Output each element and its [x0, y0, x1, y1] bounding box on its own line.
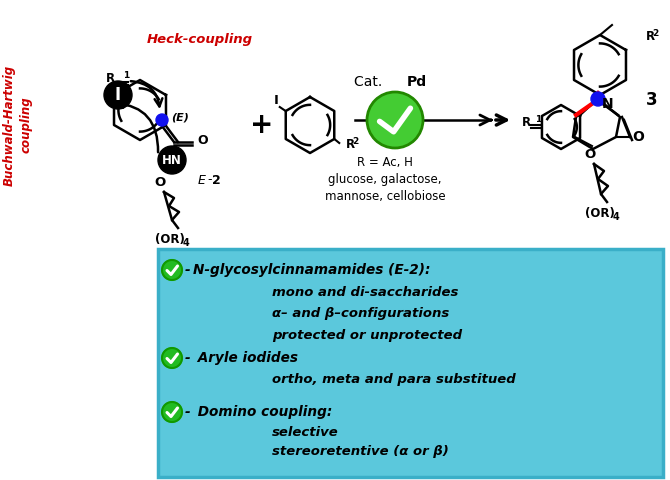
- Circle shape: [162, 260, 182, 280]
- Text: R = Ac, H
glucose, galactose,
mannose, cellobiose: R = Ac, H glucose, galactose, mannose, c…: [325, 156, 446, 203]
- Text: 4: 4: [183, 238, 190, 248]
- Text: -: -: [185, 351, 196, 365]
- FancyBboxPatch shape: [158, 249, 663, 477]
- Text: selective: selective: [272, 425, 339, 439]
- Text: (E): (E): [171, 112, 189, 122]
- Circle shape: [158, 146, 186, 174]
- Text: I: I: [115, 86, 121, 104]
- Text: R: R: [522, 116, 531, 129]
- Circle shape: [104, 81, 132, 109]
- Text: +: +: [251, 111, 273, 139]
- Text: 2: 2: [352, 137, 358, 146]
- Text: ortho, meta and para substitued: ortho, meta and para substitued: [272, 373, 516, 386]
- Text: O: O: [197, 133, 208, 146]
- Text: mono and di-saccharides: mono and di-saccharides: [272, 286, 458, 299]
- Text: 3: 3: [646, 91, 658, 109]
- Text: R: R: [646, 31, 655, 44]
- Text: protected or unprotected: protected or unprotected: [272, 329, 462, 343]
- Text: R: R: [346, 139, 355, 152]
- Text: N: N: [602, 97, 614, 111]
- Text: 2: 2: [212, 173, 220, 187]
- Text: -: -: [208, 173, 212, 187]
- Text: stereoretentive (α or β): stereoretentive (α or β): [272, 445, 449, 458]
- Text: N-glycosylcinnamamides (E-2):: N-glycosylcinnamamides (E-2):: [193, 263, 431, 277]
- Text: O: O: [584, 147, 596, 160]
- Text: E: E: [198, 173, 206, 187]
- Text: 1: 1: [123, 71, 129, 80]
- Circle shape: [162, 402, 182, 422]
- Text: O: O: [632, 130, 644, 144]
- Circle shape: [156, 114, 168, 126]
- Text: HN: HN: [162, 154, 182, 167]
- Text: R: R: [106, 72, 115, 84]
- Text: -: -: [185, 405, 196, 419]
- Text: α– and β–configurations: α– and β–configurations: [272, 308, 450, 321]
- Text: 1: 1: [535, 115, 541, 123]
- Text: Heck-coupling: Heck-coupling: [147, 34, 253, 47]
- FancyArrowPatch shape: [131, 81, 162, 107]
- Text: -: -: [185, 263, 196, 277]
- Text: Aryle iodides: Aryle iodides: [193, 351, 298, 365]
- Text: Pd: Pd: [407, 75, 427, 89]
- Text: (OR): (OR): [585, 207, 615, 220]
- Text: O: O: [154, 176, 165, 189]
- Text: 4: 4: [612, 212, 619, 222]
- Circle shape: [162, 348, 182, 368]
- Text: Buchwald-Hartwig
coupling: Buchwald-Hartwig coupling: [3, 64, 33, 186]
- FancyArrowPatch shape: [115, 100, 158, 152]
- Text: (OR): (OR): [155, 233, 185, 247]
- Text: I: I: [273, 95, 278, 108]
- Text: Domino coupling:: Domino coupling:: [193, 405, 332, 419]
- Text: Cat.: Cat.: [354, 75, 387, 89]
- Text: 2: 2: [652, 29, 658, 38]
- Circle shape: [367, 92, 423, 148]
- Circle shape: [591, 92, 605, 106]
